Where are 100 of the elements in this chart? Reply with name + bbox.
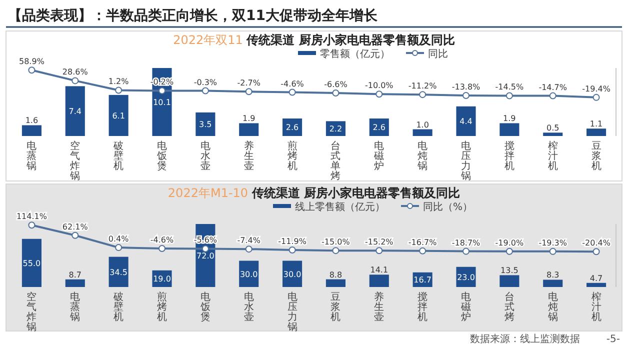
x-tick-label: 破壁机	[112, 140, 124, 172]
text: 【品类表现】：半数品类正向增长，双11大促带动全年增长	[8, 8, 378, 24]
point	[28, 222, 36, 229]
data-label: 19.0	[153, 274, 171, 284]
data-label: 8.3	[546, 270, 560, 280]
data-label: 30.0	[240, 270, 258, 279]
x-tick-label: 煎烤机	[287, 140, 298, 172]
x-tick-label: 电压力锅	[286, 291, 298, 333]
bar	[65, 279, 85, 287]
data-label: -19.4%	[582, 84, 611, 94]
data-label: 16.7	[414, 276, 432, 285]
data-label: -16.7%	[408, 238, 438, 247]
bar	[326, 279, 346, 287]
point	[332, 89, 340, 96]
data-label: 0.4%	[108, 234, 130, 244]
point	[419, 91, 426, 98]
bar	[22, 238, 42, 287]
x-tick-label: 电蒸锅	[26, 140, 37, 172]
point	[376, 90, 383, 98]
data-label: 62.1%	[62, 222, 88, 232]
data-label: -11.9%	[278, 236, 307, 246]
point	[72, 77, 79, 84]
legend-label: 线上零售额（亿元）	[295, 201, 385, 213]
chart-title: 2022年M1-10 传统渠道 厨房小家电电器零售额及同比	[168, 186, 460, 200]
bar	[108, 256, 128, 287]
x-tick-label: 养生壶	[374, 291, 384, 323]
bar	[500, 123, 520, 136]
point	[115, 86, 122, 94]
point	[376, 247, 383, 254]
x-tick-label: 电饭煲	[156, 140, 167, 172]
data-label: 8.7	[68, 270, 82, 280]
data-label: 23.0	[457, 272, 475, 282]
x-tick-label: 搅拌机	[418, 291, 428, 323]
x-tick-label: 台式单烤	[330, 140, 341, 182]
bar	[500, 275, 520, 287]
point	[592, 94, 600, 101]
legend-label: 同比（%）	[423, 201, 473, 213]
point	[506, 92, 513, 100]
x-tick-label: 台式烤	[504, 291, 514, 323]
point	[288, 88, 296, 96]
legend-item: 同比（%）	[401, 202, 473, 213]
data-label: 10.1	[153, 98, 171, 107]
data-label: 6.1	[112, 111, 125, 120]
x-tick-label: 空气炸锅	[26, 291, 37, 333]
bar	[196, 112, 216, 136]
point	[332, 247, 340, 254]
x-tick-label: 电蒸锅	[69, 291, 80, 323]
data-label: 4.4	[460, 117, 472, 126]
bar	[543, 280, 563, 287]
x-tick-label: 电磁炉	[373, 140, 384, 172]
data-label: 34.5	[110, 268, 128, 277]
text: -5-	[606, 334, 620, 344]
point	[158, 87, 166, 94]
legend-label: 零售额（亿元）	[320, 48, 390, 60]
data-label: 30.0	[283, 270, 302, 279]
data-label: -7.4%	[237, 236, 261, 246]
data-label: 1.2%	[108, 77, 130, 86]
bar	[239, 123, 259, 136]
data-label: -19.3%	[538, 238, 568, 248]
point	[462, 248, 470, 255]
x-tick-label: 电炖锅	[416, 140, 428, 172]
x-tick-label: 搅拌机	[504, 140, 514, 172]
bar	[586, 282, 606, 287]
data-label: 1.9	[503, 114, 516, 124]
data-label: -15.2%	[364, 238, 394, 247]
data-label: 7.4	[68, 107, 82, 116]
legend-item: 零售额（亿元）	[298, 49, 390, 60]
data-label: 1.1	[590, 120, 603, 129]
point	[115, 244, 122, 252]
x-tick-label: 电饭煲	[199, 291, 210, 323]
data-label: 2.2	[329, 124, 342, 134]
data-label: -14.7%	[538, 82, 568, 92]
data-label: 72.0	[196, 252, 214, 260]
point	[202, 245, 209, 252]
x-tick-label: 电磁炉	[460, 291, 471, 323]
x-tick-label: 空气炸锅	[69, 140, 80, 182]
point	[419, 247, 426, 254]
data-label: -13.8%	[452, 82, 481, 92]
bar	[543, 132, 563, 136]
bar	[22, 125, 42, 136]
data-label: -14.5%	[495, 82, 524, 92]
legend-item: 同比	[406, 49, 448, 60]
bar	[456, 106, 476, 136]
bar	[586, 128, 606, 136]
data-label: 2.6	[286, 123, 299, 132]
data-label: 55.0	[22, 258, 41, 268]
data-label: -11.2%	[408, 82, 438, 91]
data-label: 13.5	[500, 266, 518, 276]
legend-item: 线上零售额（亿元）	[273, 202, 385, 213]
chart-title: 2022年双11 传统渠道 厨房小家电电器零售额及同比	[173, 33, 455, 47]
point	[506, 248, 513, 255]
data-label: 3.5	[199, 120, 212, 130]
bar	[412, 129, 432, 136]
data-label: 1.6	[25, 116, 38, 126]
bar	[326, 121, 346, 136]
data-label: 1.0	[416, 120, 429, 130]
data-label: -0.3%	[194, 78, 218, 87]
data-label: -4.6%	[280, 79, 304, 88]
data-label: 0.5	[546, 124, 560, 133]
bar	[108, 94, 128, 136]
